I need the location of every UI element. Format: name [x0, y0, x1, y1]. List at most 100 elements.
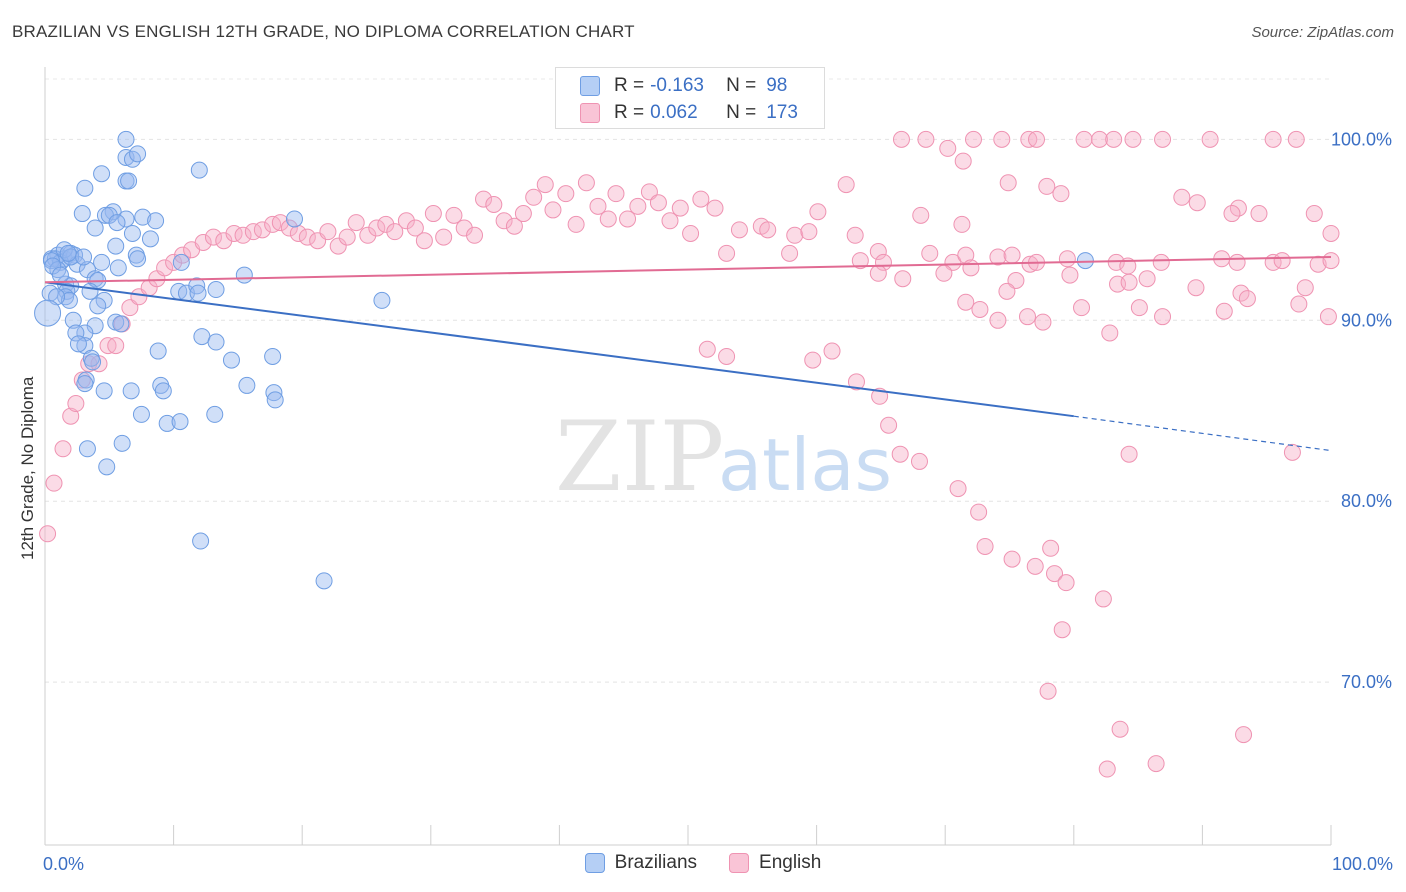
brazilians-swatch — [580, 76, 600, 96]
english-point — [280, 219, 298, 237]
brazilian-point — [73, 205, 91, 223]
english-point — [1101, 324, 1119, 342]
english-point — [1319, 308, 1337, 326]
english-point — [1228, 253, 1246, 271]
english-point — [1021, 255, 1039, 273]
english-point — [804, 351, 822, 369]
brazilian-point — [107, 237, 125, 255]
english-point — [298, 228, 316, 246]
english-point — [536, 176, 554, 194]
brazilian-point — [123, 150, 141, 168]
english-point — [1130, 299, 1148, 317]
brazilian-point — [108, 214, 126, 232]
english-point — [1091, 130, 1109, 148]
english-point — [466, 226, 484, 244]
legend-item-english[interactable]: English — [729, 852, 821, 874]
english-point — [514, 205, 532, 223]
legend-label: Brazilians — [614, 852, 698, 873]
brazilian-point — [190, 161, 208, 179]
english-point — [971, 300, 989, 318]
brazilian-point — [86, 270, 104, 288]
english-point — [718, 347, 736, 365]
brazilian-point — [264, 347, 282, 365]
brazilian-point — [81, 282, 99, 300]
brazilian-point — [132, 405, 150, 423]
english-point — [698, 340, 716, 358]
n-value: 98 — [766, 75, 788, 96]
english-point — [599, 210, 617, 228]
english-point — [577, 174, 595, 192]
english-point — [809, 203, 827, 221]
r-label: R = — [614, 75, 645, 96]
english-point — [415, 232, 433, 250]
r-value: -0.163 — [650, 75, 704, 96]
legend-item-brazilians[interactable]: Brazilians — [584, 852, 698, 874]
english-point — [846, 226, 864, 244]
english-point — [1283, 443, 1301, 461]
english-point — [557, 185, 575, 203]
english-point — [67, 395, 85, 413]
english-point — [629, 197, 647, 215]
brazilian-point — [76, 375, 94, 393]
english-point — [880, 416, 898, 434]
brazilian-point — [93, 165, 111, 183]
brazilian-point — [207, 333, 225, 351]
english-point — [338, 228, 356, 246]
english-point — [759, 221, 777, 239]
stats-row-brazilians: R = -0.163 N = 98 — [556, 72, 787, 100]
english-trend-line — [44, 255, 1332, 284]
y-tick-label: 80.0% — [1341, 491, 1392, 511]
english-point — [368, 219, 386, 237]
english-point — [781, 244, 799, 262]
english-point — [607, 185, 625, 203]
r-value: 0.062 — [650, 102, 698, 123]
brazilian-point — [315, 572, 333, 590]
english-point — [204, 228, 222, 246]
english-point — [851, 252, 869, 270]
english-point — [998, 282, 1016, 300]
english-point — [397, 212, 415, 230]
english-point — [1057, 574, 1075, 592]
english-point — [891, 445, 909, 463]
gridlines — [45, 78, 1331, 683]
brazilian-point — [109, 259, 127, 277]
english-point — [894, 270, 912, 288]
english-point — [62, 407, 80, 425]
brazilian-point — [129, 145, 147, 163]
english-point — [1124, 130, 1142, 148]
english-point — [485, 196, 503, 214]
english-point — [976, 537, 994, 555]
brazilian-point — [117, 130, 135, 148]
brazilian-point — [171, 413, 189, 431]
english-point — [1120, 445, 1138, 463]
english-point — [910, 452, 928, 470]
english-point — [1052, 185, 1070, 203]
brazilian-point — [67, 324, 85, 342]
english-point — [921, 244, 939, 262]
english-point — [949, 480, 967, 498]
english-point — [424, 205, 442, 223]
english-point — [1058, 250, 1076, 268]
english-point — [156, 259, 174, 277]
brazilian-point — [64, 311, 82, 329]
brazilian-point — [122, 382, 140, 400]
english-point — [1201, 130, 1219, 148]
english-point — [45, 474, 63, 492]
english-point — [692, 190, 710, 208]
english-point — [54, 440, 72, 458]
n-label: N = — [726, 75, 757, 96]
english-point — [939, 139, 957, 157]
english-point — [1105, 130, 1123, 148]
english-point — [1120, 273, 1138, 291]
english-point — [271, 214, 289, 232]
english-points — [39, 130, 1340, 778]
english-point — [999, 174, 1017, 192]
english-point — [1042, 539, 1060, 557]
brazilian-point — [189, 284, 207, 302]
english-point — [661, 212, 679, 230]
y-tick-label: 100.0% — [1331, 129, 1392, 149]
stats-row-english: R = 0.062 N = 173 — [556, 99, 798, 127]
english-point — [1046, 565, 1064, 583]
brazilian-point — [84, 353, 102, 371]
